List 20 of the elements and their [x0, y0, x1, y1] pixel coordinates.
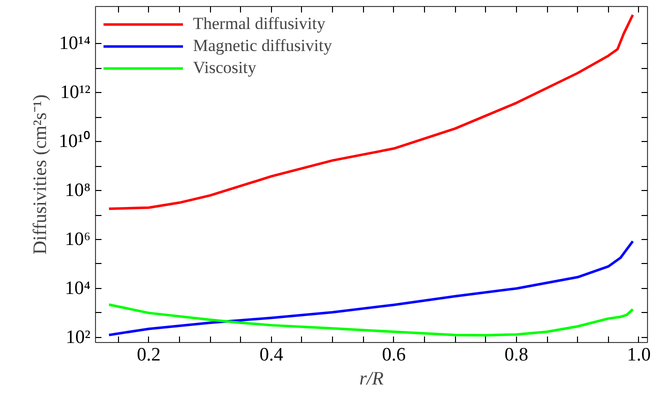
x-tick-label: 0.4 — [259, 344, 284, 366]
y-tick-label: 10⁶ — [64, 229, 90, 250]
y-tick-label: 10¹² — [60, 82, 91, 104]
x-tick-label: 1.0 — [627, 344, 651, 366]
y-tick-label: 10¹⁴ — [59, 33, 91, 54]
x-axis-title: r/R — [359, 368, 384, 390]
x-tick-label: 0.2 — [136, 344, 161, 366]
y-axis-title: Diffusivities (cm²s⁻¹) — [30, 94, 51, 255]
y-tick-label: 10⁸ — [64, 180, 90, 202]
line-series — [108, 14, 634, 210]
legend-label: Viscosity — [193, 58, 256, 78]
y-tick-label: 10² — [66, 326, 91, 348]
x-tick-label: 0.6 — [382, 344, 406, 366]
line-series — [108, 240, 634, 336]
y-tick-label: 10¹⁰ — [58, 130, 91, 152]
legend-label: Thermal diffusivity — [193, 14, 326, 34]
line-series — [108, 303, 634, 336]
x-tick-label: 0.8 — [504, 344, 528, 366]
y-tick-label: 10⁴ — [64, 278, 91, 299]
legend-label: Magnetic diffusivity — [193, 36, 332, 56]
